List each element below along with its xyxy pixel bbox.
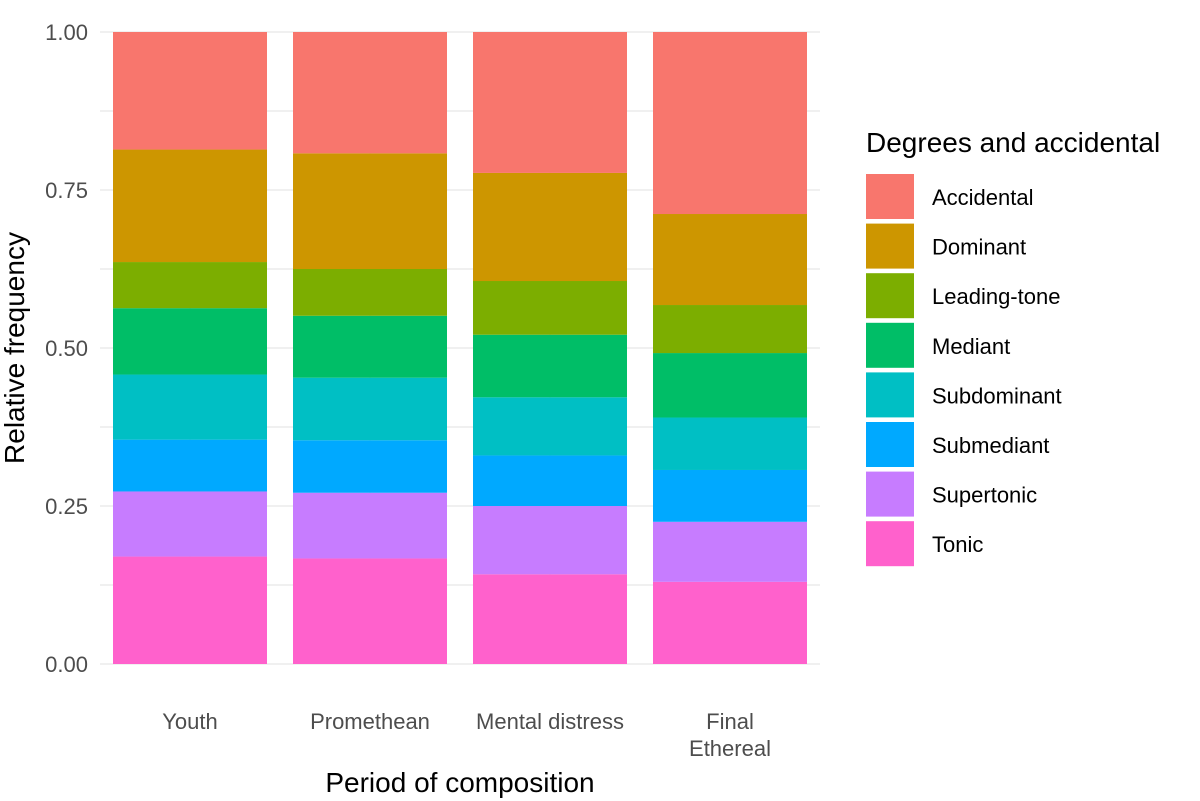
bar-segment-submediant bbox=[293, 440, 447, 493]
bars bbox=[113, 32, 807, 664]
x-tick-label: Final Ethereal bbox=[689, 709, 771, 761]
bar-segment-submediant bbox=[653, 469, 807, 522]
bar-stack-mental-distress bbox=[473, 32, 627, 664]
bar-segment-submediant bbox=[113, 439, 267, 492]
legend-label: Dominant bbox=[932, 235, 1026, 260]
y-tick-label: 0.25 bbox=[45, 494, 88, 519]
legend: Degrees and accidental Accidental Dominan… bbox=[866, 127, 1160, 567]
bar-segment-subdominant bbox=[473, 397, 627, 456]
bar-segment-subdominant bbox=[653, 417, 807, 470]
bar-segment-accidental bbox=[113, 32, 267, 150]
bar-segment-supertonic bbox=[293, 492, 447, 559]
y-tick-label: 0.75 bbox=[45, 178, 88, 203]
bar-segment-mediant bbox=[473, 334, 627, 398]
y-tick-label: 1.00 bbox=[45, 20, 88, 45]
legend-item-dominant: Dominant bbox=[866, 223, 1026, 269]
bar-segment-tonic bbox=[113, 556, 267, 664]
bar-segment-dominant bbox=[293, 153, 447, 269]
bar-segment-leading-tone bbox=[113, 262, 267, 309]
legend-label: Mediant bbox=[932, 334, 1010, 359]
bar-segment-tonic bbox=[473, 574, 627, 664]
legend-swatch bbox=[866, 521, 914, 567]
x-tick-label: Youth bbox=[162, 709, 217, 734]
bar-segment-accidental bbox=[653, 32, 807, 215]
legend-swatch bbox=[866, 422, 914, 467]
bar-segment-supertonic bbox=[473, 506, 627, 575]
legend-label: Submediant bbox=[932, 433, 1049, 458]
legend-label: Leading-tone bbox=[932, 284, 1060, 309]
bar-stack-youth bbox=[113, 32, 267, 664]
bar-segment-dominant bbox=[653, 214, 807, 306]
bar-segment-supertonic bbox=[113, 491, 267, 557]
legend-swatch bbox=[866, 322, 914, 368]
legend-label: Supertonic bbox=[932, 483, 1037, 508]
bar-stack-promethean bbox=[293, 32, 447, 664]
legend-item-tonic: Tonic bbox=[866, 521, 983, 567]
bar-segment-dominant bbox=[473, 172, 627, 282]
bar-segment-subdominant bbox=[293, 377, 447, 441]
legend-swatch bbox=[866, 223, 914, 269]
y-axis-title: Relative frequency bbox=[0, 232, 30, 464]
bar-segment-tonic bbox=[293, 558, 447, 664]
bar-segment-mediant bbox=[113, 308, 267, 375]
legend-swatch bbox=[866, 471, 914, 517]
bar-segment-tonic bbox=[653, 581, 807, 664]
legend-swatch bbox=[866, 273, 914, 319]
legend-swatch bbox=[866, 372, 914, 418]
bar-segment-leading-tone bbox=[293, 269, 447, 316]
legend-label: Accidental bbox=[932, 185, 1034, 210]
legend-swatch bbox=[866, 174, 914, 219]
bar-stack-final-ethereal bbox=[653, 32, 807, 664]
y-tick-label: 0.00 bbox=[45, 652, 88, 677]
bar-segment-accidental bbox=[473, 32, 627, 173]
legend-label: Tonic bbox=[932, 532, 983, 557]
axis-ticks: 0.00 0.25 0.50 0.75 1.00 Youth Promethean Menta… bbox=[45, 20, 771, 761]
legend-item-leading-tone: Leading-tone bbox=[866, 273, 1060, 319]
x-axis-title: Period of composition bbox=[325, 767, 594, 798]
bar-segment-mediant bbox=[653, 353, 807, 418]
bar-segment-subdominant bbox=[113, 374, 267, 440]
x-tick-label: Mental distress bbox=[476, 709, 624, 734]
legend-item-subdominant: Subdominant bbox=[866, 372, 1062, 418]
bar-segment-leading-tone bbox=[653, 305, 807, 354]
bar-segment-dominant bbox=[113, 149, 267, 263]
x-tick-label: Promethean bbox=[310, 709, 430, 734]
bar-segment-submediant bbox=[473, 455, 627, 506]
legend-item-supertonic: Supertonic bbox=[866, 471, 1037, 517]
y-tick-label: 0.50 bbox=[45, 336, 88, 361]
legend-item-accidental: Accidental bbox=[866, 174, 1034, 219]
bar-segment-supertonic bbox=[653, 521, 807, 582]
bar-segment-leading-tone bbox=[473, 281, 627, 335]
legend-title: Degrees and accidental bbox=[866, 127, 1160, 158]
bar-segment-mediant bbox=[293, 315, 447, 378]
legend-item-mediant: Mediant bbox=[866, 322, 1010, 368]
legend-label: Subdominant bbox=[932, 383, 1062, 408]
legend-item-submediant: Submediant bbox=[866, 422, 1049, 467]
bar-segment-accidental bbox=[293, 32, 447, 154]
